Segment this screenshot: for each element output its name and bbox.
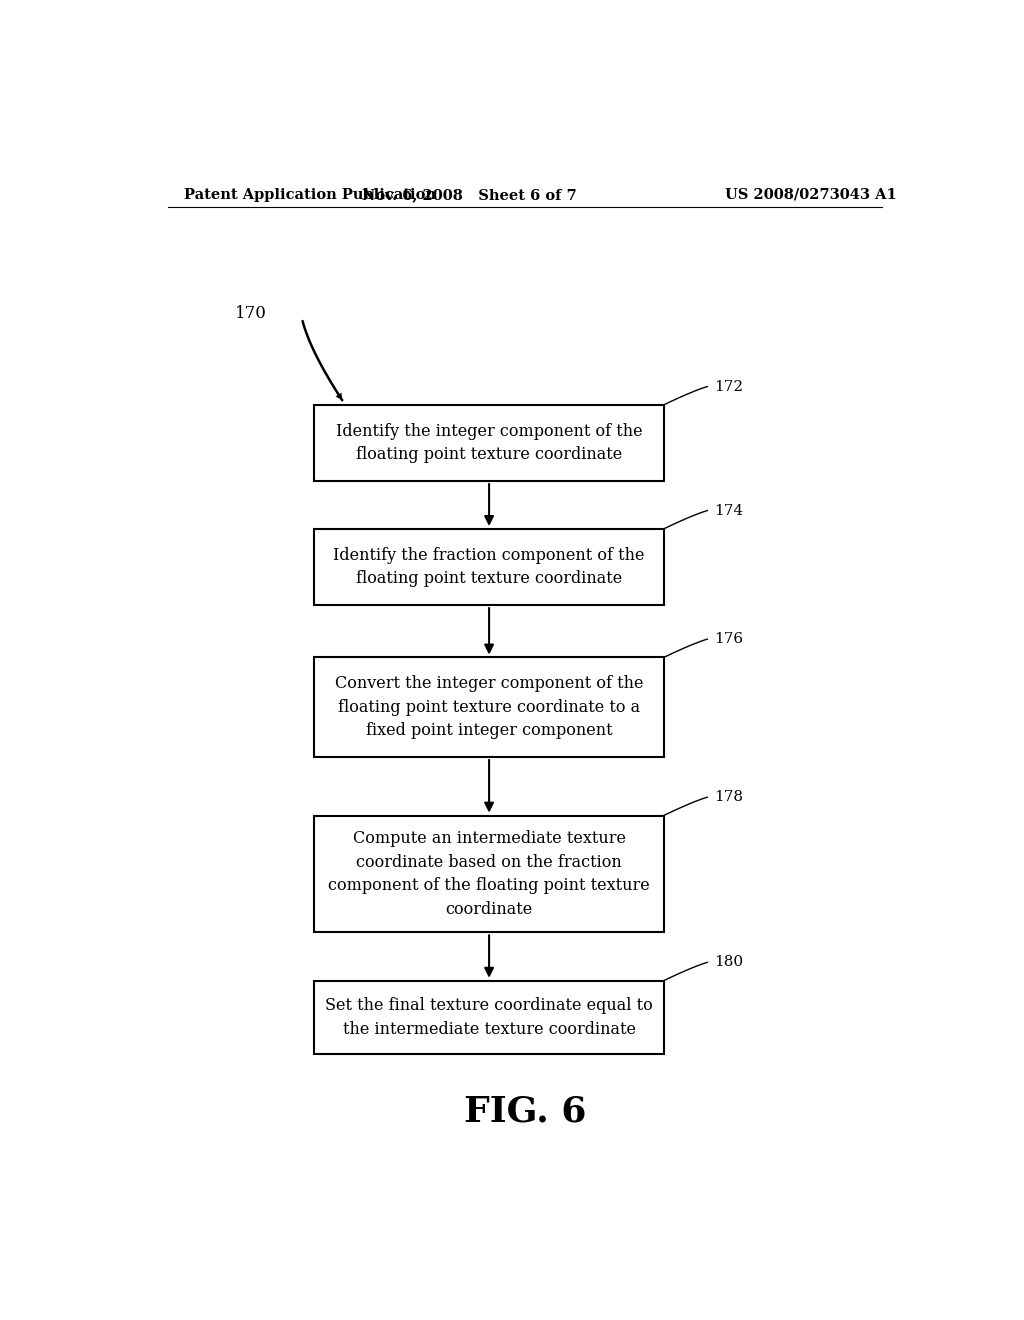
FancyArrowPatch shape [485, 609, 493, 652]
FancyArrowPatch shape [336, 393, 342, 400]
Text: 172: 172 [714, 380, 742, 393]
Text: Patent Application Publication: Patent Application Publication [183, 187, 435, 202]
Text: Nov. 6, 2008   Sheet 6 of 7: Nov. 6, 2008 Sheet 6 of 7 [361, 187, 577, 202]
FancyArrowPatch shape [485, 760, 493, 810]
Text: Identify the integer component of the
floating point texture coordinate: Identify the integer component of the fl… [336, 422, 642, 463]
Text: 176: 176 [714, 632, 742, 647]
Text: FIG. 6: FIG. 6 [464, 1094, 586, 1129]
Text: 180: 180 [714, 956, 742, 969]
Text: 178: 178 [714, 791, 742, 804]
Bar [314, 529, 664, 605]
Text: 174: 174 [714, 504, 742, 517]
Text: Convert the integer component of the
floating point texture coordinate to a
fixe: Convert the integer component of the flo… [335, 676, 643, 739]
Text: US 2008/0273043 A1: US 2008/0273043 A1 [725, 187, 896, 202]
Bar [314, 405, 664, 480]
Bar [314, 981, 664, 1053]
Text: Set the final texture coordinate equal to
the intermediate texture coordinate: Set the final texture coordinate equal t… [326, 997, 653, 1038]
FancyArrowPatch shape [485, 935, 493, 975]
Bar [314, 816, 664, 932]
Text: Identify the fraction component of the
floating point texture coordinate: Identify the fraction component of the f… [334, 546, 645, 587]
Text: 170: 170 [236, 305, 267, 322]
Bar [314, 657, 664, 758]
Text: Compute an intermediate texture
coordinate based on the fraction
component of th: Compute an intermediate texture coordina… [329, 830, 650, 917]
FancyArrowPatch shape [485, 484, 493, 524]
